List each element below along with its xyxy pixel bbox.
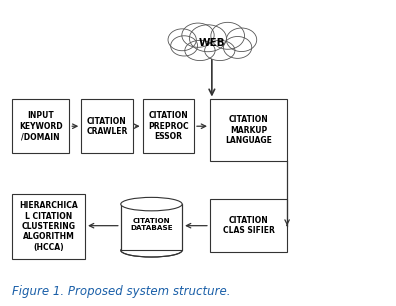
Text: CITATION
CLAS SIFIER: CITATION CLAS SIFIER <box>223 216 274 235</box>
Text: CITATION
PREPROC
ESSOR: CITATION PREPROC ESSOR <box>148 111 188 141</box>
Text: WEB: WEB <box>198 38 225 48</box>
Bar <box>121 204 182 250</box>
Ellipse shape <box>189 25 227 52</box>
Text: CITATION
DATABASE: CITATION DATABASE <box>130 218 173 231</box>
Ellipse shape <box>171 36 198 56</box>
Ellipse shape <box>182 23 214 47</box>
Bar <box>143 99 194 153</box>
Bar <box>210 99 287 161</box>
Text: INPUT
KEYWORD
/DOMAIN: INPUT KEYWORD /DOMAIN <box>19 111 63 141</box>
Text: CITATION
MARKUP
LANGUAGE: CITATION MARKUP LANGUAGE <box>225 115 272 145</box>
Ellipse shape <box>168 29 196 51</box>
Ellipse shape <box>121 197 182 211</box>
Bar <box>81 99 133 153</box>
Ellipse shape <box>211 22 245 49</box>
Bar <box>210 199 287 252</box>
Text: HIERARCHICA
L CITATION
CLUSTERING
ALGORITHM
(HCCA): HIERARCHICA L CITATION CLUSTERING ALGORI… <box>19 201 78 252</box>
Ellipse shape <box>227 28 257 52</box>
Ellipse shape <box>121 244 182 257</box>
Text: Figure 1. Proposed system structure.: Figure 1. Proposed system structure. <box>12 285 230 298</box>
Ellipse shape <box>205 40 235 61</box>
Bar <box>12 194 85 259</box>
Bar <box>12 99 69 153</box>
Text: CITATION
CRAWLER: CITATION CRAWLER <box>86 117 128 136</box>
Ellipse shape <box>223 36 252 58</box>
Ellipse shape <box>185 40 215 61</box>
